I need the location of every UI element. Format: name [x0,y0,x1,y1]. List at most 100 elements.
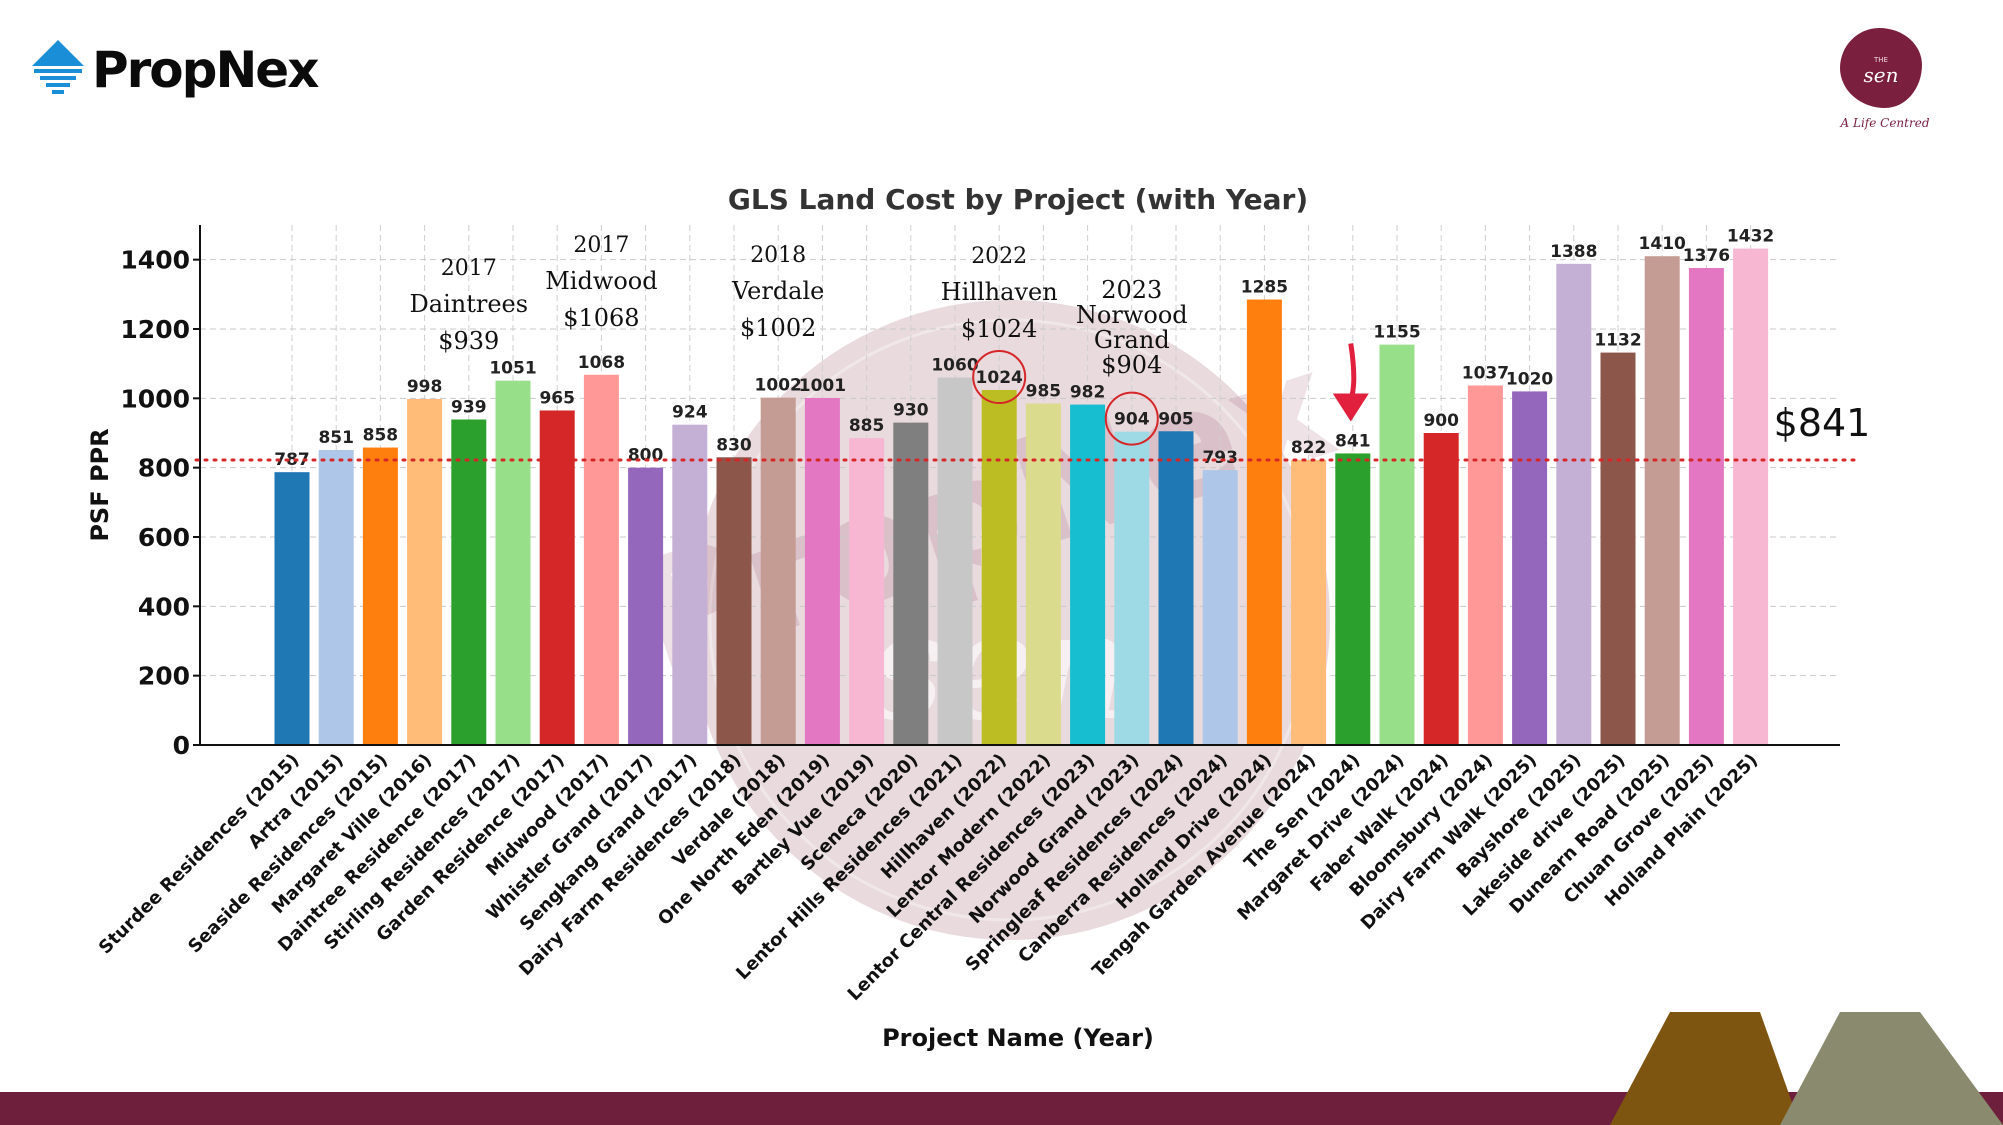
brand-tagline: A Life Centred [1840,116,1930,130]
bar-value-label: 1002 [755,376,802,396]
bar [495,380,531,745]
bar-value-label: 1132 [1594,331,1641,351]
bar [1644,256,1680,745]
bar-value-label: 800 [628,446,664,466]
bar-value-label: 830 [716,435,752,455]
the-sen-logo-blob [1840,28,1922,108]
bar-value-label: 998 [407,377,443,397]
bar-value-label: 1410 [1639,234,1686,254]
annotation-text: Norwood [1076,301,1188,329]
bar [539,410,575,745]
bar-value-label: 1285 [1241,278,1288,298]
bar-value-label: 841 [1335,431,1371,451]
logo-text: PropNex [92,41,319,99]
bar [1335,453,1371,745]
bar [804,397,840,745]
chart-overlays: $841 2017 Daintrees $939 2017 Midwood $1068 201… [194,233,1871,462]
bar-value-label: 1051 [489,359,536,379]
bar-value-label: 787 [274,450,310,470]
annotation-text: $1068 [563,304,639,332]
bar-value-label: 858 [363,426,399,446]
annotation-text: 2018 [750,243,806,268]
annotation-text: 2017 [441,256,497,281]
annotation-text: Hillhaven [941,278,1058,306]
reference-line-label: $841 [1774,401,1871,445]
annotation-text: Midwood [545,267,657,295]
bar [583,374,619,745]
bar [1025,403,1061,745]
y-tick-label: 1200 [120,315,190,344]
bar-value-label: 1068 [578,353,625,373]
bar-value-label: 904 [1114,410,1150,430]
bar-value-label: 1376 [1683,246,1730,266]
bar-value-label: 965 [539,388,575,408]
bar-value-label: 885 [849,416,885,436]
bar [981,390,1017,745]
annotation-text: Daintrees [410,290,529,318]
annotation-text: $939 [438,327,499,355]
x-axis-label: Project Name (Year) [882,1024,1154,1052]
y-tick-label: 0 [173,731,190,760]
bar [1423,433,1459,745]
bar [1114,431,1150,745]
bar-value-label: 1024 [976,368,1023,388]
y-tick-label: 1000 [120,384,190,413]
y-tick-label: 1400 [120,246,190,275]
annotation-text: $1024 [961,315,1037,343]
bar [1600,352,1636,745]
bar [1467,385,1503,745]
bar [1291,460,1327,745]
propnex-logo: PropNex [30,38,330,102]
footer-olive-shape [1780,1012,2003,1125]
bar-value-label: 1432 [1727,227,1774,247]
bar-value-label: 924 [672,403,708,423]
footer-gold-shape [1610,1012,1800,1125]
bar [1379,344,1415,745]
bar-value-label: 939 [451,397,487,417]
y-axis-label: PSF PPR [86,428,114,541]
y-tick-label: 400 [138,592,190,621]
bar-value-label: 822 [1291,438,1327,458]
bar-value-label: 900 [1423,411,1459,431]
bar [893,422,929,745]
annotation-text: $1002 [740,314,816,342]
bar [1246,299,1282,745]
bar [716,457,752,745]
bar-value-label: 1001 [799,376,846,396]
bar [849,438,885,745]
chart-title: GLS Land Cost by Project (with Year) [728,183,1308,216]
bar [1512,391,1548,745]
bar-value-label: 1155 [1373,323,1420,343]
bar-value-label: 851 [318,428,354,448]
y-tick-label: 800 [138,454,190,483]
chart-bars [274,248,1769,745]
bar-value-label: 793 [1202,448,1238,468]
the-sen-logo: THE sen A Life Centred [1830,28,1940,138]
annotation-text: Grand [1094,326,1170,354]
bar-value-label: 930 [893,401,929,421]
footer-decoration [1610,1012,2003,1125]
y-tick-label: 200 [138,662,190,691]
bar-value-label: 985 [1026,382,1062,402]
annotation-text: 2022 [971,244,1027,269]
bar [1556,263,1592,745]
chart-y-tick-labels: 0 200 400 600 800 1000 1200 1400 [120,246,200,760]
bar [1158,431,1194,745]
annotation-text: 2023 [1101,276,1162,304]
chart-axes [199,225,1840,746]
annotation-text: Verdale [731,277,824,305]
highlight-arrow-shaft [1348,343,1357,401]
bar [274,472,310,745]
bar [1733,248,1769,745]
annotation-text: $904 [1101,351,1162,379]
brand-sen-text: sen [1863,63,1899,87]
propnex-diamond-icon [32,40,84,94]
bar [1070,404,1106,745]
brand-the-text: THE [1874,56,1888,64]
bar-value-label: 1020 [1506,369,1553,389]
annotation-circle [972,350,1027,405]
bar-value-label: 982 [1070,383,1106,403]
bar [628,467,664,745]
bar [672,424,708,745]
